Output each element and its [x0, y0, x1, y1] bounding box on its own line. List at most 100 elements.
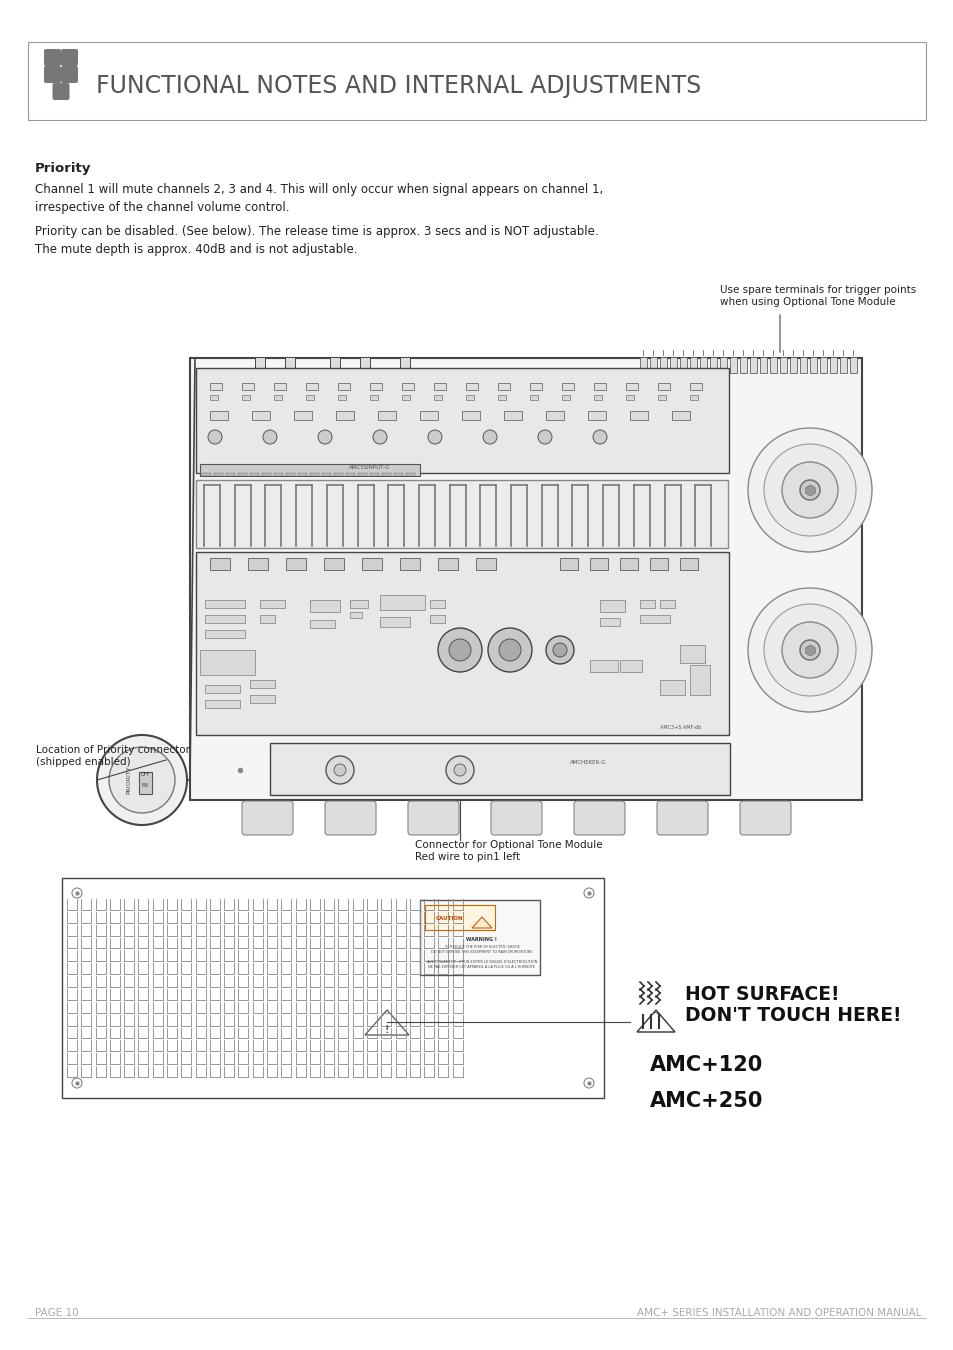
Bar	[306, 396, 314, 400]
Bar	[589, 558, 607, 570]
Bar	[346, 472, 355, 477]
Bar	[359, 356, 370, 375]
Text: CAUTION: CAUTION	[436, 915, 463, 921]
Bar	[350, 612, 361, 618]
Bar	[599, 599, 624, 612]
Bar	[286, 472, 294, 477]
FancyBboxPatch shape	[325, 801, 375, 836]
Bar	[840, 356, 846, 373]
Bar	[497, 383, 510, 390]
Bar	[210, 558, 230, 570]
Bar	[294, 410, 312, 420]
Bar	[286, 558, 306, 570]
Circle shape	[800, 640, 820, 660]
Bar	[700, 356, 706, 373]
Bar	[357, 472, 367, 477]
Bar	[28, 42, 925, 120]
Bar	[195, 552, 728, 734]
Bar	[205, 701, 240, 707]
Bar	[205, 684, 240, 693]
Bar	[419, 410, 437, 420]
Text: AMC+ SERIES INSTALLATION AND OPERATION MANUAL: AMC+ SERIES INSTALLATION AND OPERATION M…	[636, 1308, 920, 1318]
FancyBboxPatch shape	[491, 801, 541, 836]
Bar	[820, 356, 826, 373]
Bar	[401, 396, 410, 400]
Text: Use spare terminals for trigger points
when using Optional Tone Module: Use spare terminals for trigger points w…	[720, 285, 915, 306]
Bar	[205, 630, 245, 639]
Bar	[780, 356, 786, 373]
Bar	[689, 396, 698, 400]
Bar	[210, 396, 218, 400]
Bar	[740, 356, 746, 373]
Circle shape	[373, 431, 387, 444]
Text: AMC3+S AMF-db: AMC3+S AMF-db	[659, 725, 700, 730]
Bar	[297, 472, 307, 477]
Bar	[689, 666, 709, 695]
Bar	[461, 410, 479, 420]
Bar	[669, 356, 677, 373]
Bar	[689, 383, 701, 390]
Bar	[370, 472, 378, 477]
Bar	[334, 472, 343, 477]
Bar	[379, 617, 410, 626]
Circle shape	[747, 428, 871, 552]
Polygon shape	[637, 1010, 675, 1031]
Bar	[769, 356, 776, 373]
FancyBboxPatch shape	[61, 66, 78, 82]
Bar	[310, 620, 335, 628]
Bar	[639, 599, 655, 608]
Bar	[370, 383, 381, 390]
Bar	[679, 356, 686, 373]
Bar	[434, 396, 441, 400]
Bar	[330, 356, 339, 375]
Text: Location of Priority connector
(shipped enabled): Location of Priority connector (shipped …	[36, 745, 190, 767]
Bar	[62, 878, 603, 1098]
Bar	[270, 743, 729, 795]
Bar	[335, 410, 354, 420]
Bar	[629, 410, 647, 420]
Bar	[619, 660, 641, 672]
Text: PRIORITY: PRIORITY	[127, 765, 132, 794]
FancyBboxPatch shape	[657, 801, 707, 836]
Bar	[237, 472, 247, 477]
Bar	[226, 472, 234, 477]
Circle shape	[317, 431, 332, 444]
Bar	[205, 599, 245, 608]
Bar	[849, 356, 856, 373]
Bar	[659, 680, 684, 695]
Bar	[625, 383, 638, 390]
Bar	[394, 472, 402, 477]
Bar	[809, 356, 816, 373]
Bar	[337, 383, 350, 390]
Polygon shape	[472, 917, 492, 927]
Bar	[379, 595, 424, 610]
Bar	[658, 396, 665, 400]
Bar	[639, 616, 669, 622]
Bar	[559, 558, 578, 570]
Circle shape	[97, 734, 187, 825]
Bar	[671, 410, 689, 420]
Bar	[195, 369, 728, 472]
Bar	[430, 616, 444, 622]
Bar	[424, 904, 495, 930]
Bar	[720, 356, 726, 373]
Bar	[200, 649, 254, 675]
Bar	[729, 356, 737, 373]
Circle shape	[482, 431, 497, 444]
Circle shape	[553, 643, 566, 657]
Circle shape	[800, 481, 820, 500]
Text: Priority can be disabled. (See below). The release time is approx. 3 secs and is: Priority can be disabled. (See below). T…	[35, 225, 598, 256]
Circle shape	[109, 747, 174, 813]
Bar	[587, 410, 605, 420]
Circle shape	[781, 462, 837, 518]
Text: AMC+120
AMC+250: AMC+120 AMC+250	[649, 1054, 762, 1111]
Text: Connector for Optional Tone Module
Red wire to pin1 left: Connector for Optional Tone Module Red w…	[415, 840, 602, 861]
Bar	[200, 464, 419, 477]
Bar	[760, 356, 766, 373]
Bar	[658, 383, 669, 390]
Bar	[789, 356, 796, 373]
Bar	[213, 472, 223, 477]
FancyBboxPatch shape	[242, 801, 293, 836]
Bar	[274, 472, 283, 477]
Bar	[649, 356, 657, 373]
